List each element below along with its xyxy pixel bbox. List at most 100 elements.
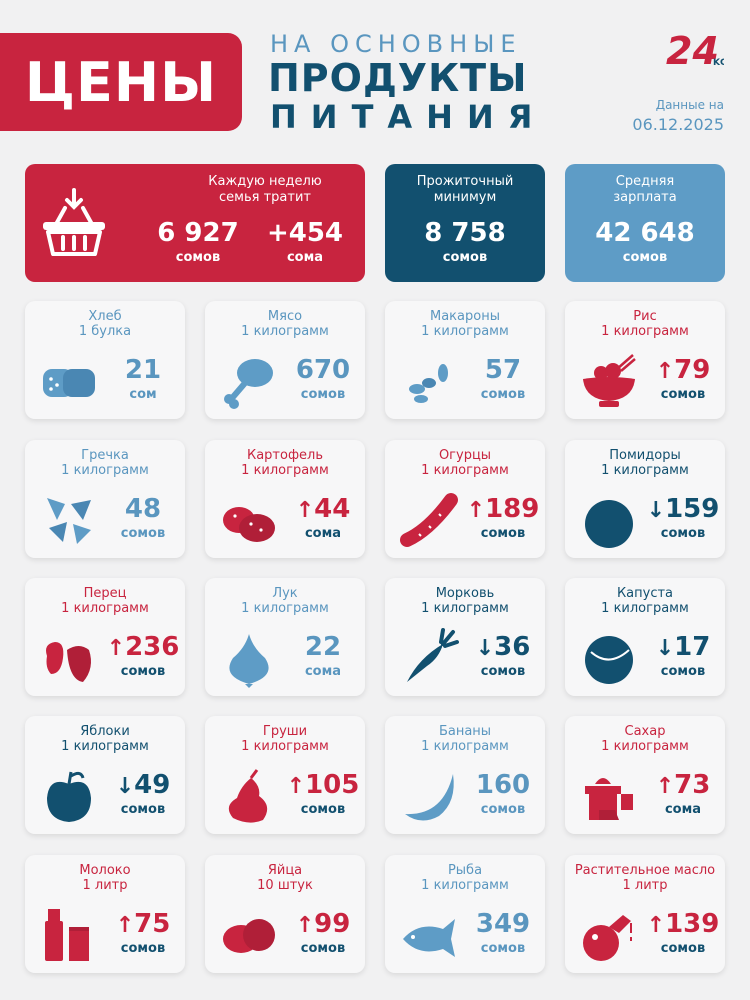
price-unit: сомов	[300, 941, 346, 956]
product-card: Рис 1 килограмм ↑79 сомов	[565, 301, 725, 419]
product-card: Перец 1 килограмм ↑236 сомов	[25, 578, 185, 696]
weekly-spending-box: Каждую неделю семья тратит 6 927 сомов +…	[25, 164, 365, 282]
price-value: 99	[314, 909, 351, 939]
price-unit: сомов	[660, 526, 706, 541]
product-quantity: 1 килограмм	[601, 324, 689, 339]
product-quantity: 1 килограмм	[421, 739, 509, 754]
product-quantity: 1 килограмм	[601, 601, 689, 616]
product-card: Макароны 1 килограмм 57 сомов	[385, 301, 545, 419]
product-quantity: 10 штук	[257, 878, 313, 893]
product-card: Бананы 1 килограмм 160 сомов	[385, 716, 545, 834]
product-quantity: 1 литр	[622, 878, 668, 893]
product-price: 670	[283, 355, 363, 385]
price-unit: сома	[304, 664, 342, 679]
product-card: Мясо 1 килограмм 670 сомов	[205, 301, 365, 419]
price-unit: сомов	[120, 526, 166, 541]
price-unit: сомов	[480, 526, 526, 541]
banana-icon	[405, 774, 454, 821]
onion-icon	[229, 634, 269, 688]
price-value: 75	[134, 909, 171, 939]
price-value: 189	[485, 494, 540, 524]
product-name: Макароны	[430, 309, 500, 324]
basket-icon	[43, 188, 105, 256]
milk-icon	[45, 909, 89, 961]
product-name: Помидоры	[609, 448, 681, 463]
product-card: Морковь 1 килограмм ↓36 сомов	[385, 578, 545, 696]
price-unit: сома	[664, 802, 702, 817]
product-card: Молоко 1 литр ↑75 сомов	[25, 855, 185, 973]
bread-icon	[43, 369, 95, 397]
salary-label-1: Средняя	[615, 174, 675, 189]
arrow-down-icon: ↓	[646, 498, 666, 523]
cucumber-icon	[400, 493, 458, 547]
arrow-up-icon: ↑	[295, 498, 315, 523]
tomato-icon	[585, 500, 633, 548]
product-price: ↑44	[283, 494, 363, 526]
price-value: 21	[124, 355, 162, 385]
product-card: Капуста 1 килограмм ↓17 сомов	[565, 578, 725, 696]
cabbage-icon	[585, 636, 633, 684]
price-unit: сомов	[480, 941, 526, 956]
price-value: 48	[124, 494, 162, 524]
product-quantity: 1 килограмм	[601, 463, 689, 478]
weekly-label-1: Каждую неделю	[208, 174, 322, 189]
sugar-icon	[585, 778, 633, 820]
price-unit: сомов	[660, 941, 706, 956]
oil-icon	[583, 915, 632, 961]
product-price: 349	[463, 909, 543, 939]
product-card: Картофель 1 килограмм ↑44 сома	[205, 440, 365, 558]
product-quantity: 1 килограмм	[241, 739, 329, 754]
product-price: ↑75	[103, 909, 183, 941]
price-unit: сомов	[120, 664, 166, 679]
price-unit: сомов	[660, 387, 706, 402]
product-quantity: 1 килограмм	[61, 601, 149, 616]
product-name: Рыба	[447, 863, 483, 878]
product-name: Молоко	[79, 863, 131, 878]
product-card: Помидоры 1 килограмм ↓159 сомов	[565, 440, 725, 558]
product-price: ↓159	[643, 494, 723, 526]
product-name: Бананы	[438, 724, 492, 739]
price-unit: сома	[304, 526, 342, 541]
price-unit: сомов	[300, 802, 346, 817]
product-card: Растительное масло 1 литр ↑139 сомов	[565, 855, 725, 973]
price-value: 236	[125, 632, 180, 662]
product-quantity: 1 килограмм	[241, 324, 329, 339]
arrow-up-icon: ↑	[655, 359, 675, 384]
minimum-value: 8 758	[424, 218, 506, 248]
subsistence-minimum-box: Прожиточный минимум 8 758 сомов	[385, 164, 545, 282]
arrow-up-icon: ↑	[655, 774, 675, 799]
product-card: Сахар 1 килограмм ↑73 сома	[565, 716, 725, 834]
product-name: Капуста	[616, 586, 674, 601]
pear-icon	[228, 769, 268, 823]
weekly-change-unit: сома	[286, 250, 324, 265]
product-card: Лук 1 килограмм 22 сома	[205, 578, 365, 696]
price-unit: сомов	[120, 941, 166, 956]
arrow-up-icon: ↑	[286, 774, 306, 799]
title-line-1: НА ОСНОВНЫЕ	[270, 30, 522, 58]
price-value: 22	[304, 632, 342, 662]
weekly-unit: сомов	[175, 250, 221, 265]
eggs-icon	[223, 919, 275, 953]
price-value: 670	[295, 355, 351, 385]
product-name: Сахар	[624, 724, 666, 739]
salary-unit: сомов	[622, 250, 668, 265]
salary-value: 42 648	[595, 218, 695, 248]
price-value: 57	[484, 355, 522, 385]
product-name: Лук	[272, 586, 298, 601]
product-name: Груши	[262, 724, 308, 739]
potato-icon	[223, 507, 275, 542]
price-unit: сомов	[480, 664, 526, 679]
price-unit: сомов	[480, 387, 526, 402]
price-unit: сомов	[300, 387, 346, 402]
product-price: ↓17	[643, 632, 723, 664]
product-quantity: 1 килограмм	[421, 878, 509, 893]
logo-24kg-icon: 24 KG	[666, 30, 724, 70]
title-line-2: ПРОДУКТЫ	[268, 56, 528, 100]
product-quantity: 1 килограмм	[601, 739, 689, 754]
price-unit: сомов	[660, 664, 706, 679]
product-price: ↑99	[283, 909, 363, 941]
product-name: Хлеб	[88, 309, 122, 324]
product-price: 48	[103, 494, 183, 524]
pepper-icon	[46, 642, 91, 682]
product-price: ↑73	[643, 770, 723, 802]
